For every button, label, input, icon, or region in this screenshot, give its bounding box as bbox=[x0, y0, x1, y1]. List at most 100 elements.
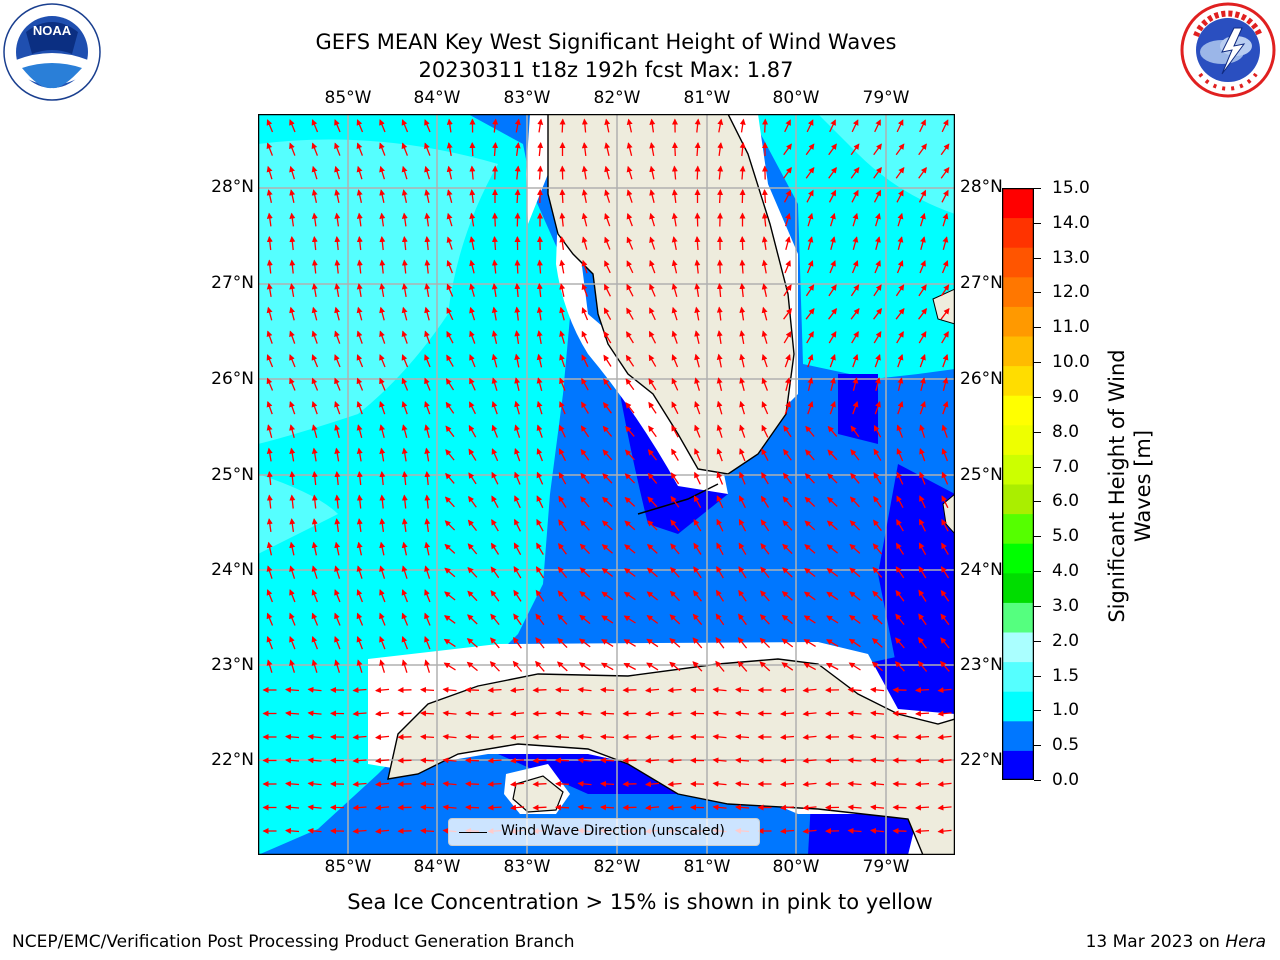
wave-direction-arrow bbox=[739, 330, 746, 345]
wave-direction-arrow bbox=[829, 400, 836, 415]
wave-direction-arrow bbox=[514, 259, 521, 274]
wave-direction-arrow bbox=[760, 566, 770, 579]
lat-label-left: 26°N bbox=[211, 369, 254, 389]
wave-direction-arrow bbox=[289, 589, 296, 603]
wave-direction-arrow bbox=[379, 589, 386, 603]
wave-direction-arrow bbox=[536, 283, 543, 298]
colorbar bbox=[1002, 188, 1034, 780]
wave-direction-arrow bbox=[334, 236, 341, 251]
wave-direction-arrow bbox=[513, 566, 522, 579]
wave-direction-arrow bbox=[803, 591, 816, 601]
wave-direction-arrow bbox=[780, 781, 795, 788]
wave-direction-arrow bbox=[915, 687, 930, 694]
wave-direction-arrow bbox=[420, 827, 435, 834]
wave-direction-arrow bbox=[671, 330, 678, 344]
wave-direction-arrow bbox=[442, 710, 457, 717]
wave-direction-arrow bbox=[491, 377, 498, 391]
wave-direction-arrow bbox=[558, 495, 567, 508]
wave-direction-arrow bbox=[669, 614, 681, 625]
lon-label-top: 85°W bbox=[324, 88, 372, 108]
wave-direction-arrow bbox=[334, 142, 341, 156]
wave-direction-arrow bbox=[671, 283, 678, 297]
wave-direction-arrow bbox=[420, 733, 435, 740]
wave-direction-arrow bbox=[760, 542, 770, 555]
wave-direction-arrow bbox=[356, 377, 364, 391]
wave-direction-arrow bbox=[401, 165, 408, 180]
lon-label-bottom: 82°W bbox=[593, 857, 641, 877]
wave-direction-arrow bbox=[379, 518, 386, 532]
nws-logo bbox=[1180, 2, 1276, 98]
wave-direction-arrow bbox=[356, 165, 363, 180]
wave-direction-arrow bbox=[424, 424, 430, 438]
wave-direction-arrow bbox=[805, 308, 815, 320]
wave-direction-arrow bbox=[739, 400, 746, 415]
wave-direction-arrow bbox=[514, 189, 521, 204]
wave-direction-arrow bbox=[667, 687, 682, 694]
wave-direction-arrow bbox=[735, 757, 750, 764]
lat-label-left: 24°N bbox=[211, 560, 254, 580]
wave-direction-arrow bbox=[379, 659, 386, 673]
colorbar-segment bbox=[1002, 513, 1034, 544]
wave-direction-arrow bbox=[848, 638, 861, 648]
wave-direction-arrow bbox=[468, 424, 477, 438]
wave-direction-arrow bbox=[805, 449, 815, 461]
wave-direction-arrow bbox=[780, 734, 795, 741]
wave-direction-arrow bbox=[603, 331, 612, 344]
wave-direction-arrow bbox=[492, 142, 499, 157]
wave-direction-arrow bbox=[311, 165, 318, 180]
wave-direction-arrow bbox=[514, 495, 521, 509]
wave-direction-arrow bbox=[289, 119, 296, 133]
wave-direction-arrow bbox=[379, 283, 386, 298]
colorbar-tick-mark bbox=[1034, 431, 1041, 433]
wave-direction-arrow bbox=[694, 142, 701, 157]
wave-direction-arrow bbox=[307, 686, 322, 693]
wave-direction-arrow bbox=[826, 615, 839, 624]
wave-direction-arrow bbox=[941, 518, 949, 532]
wave-direction-arrow bbox=[849, 496, 860, 508]
noaa-logo-text: NOAA bbox=[33, 23, 72, 38]
wave-direction-arrow bbox=[559, 236, 566, 250]
colorbar-segment bbox=[1002, 424, 1034, 455]
wave-direction-arrow bbox=[715, 636, 725, 649]
colorbar-tick-mark bbox=[1034, 466, 1041, 468]
wave-direction-arrow bbox=[761, 377, 769, 391]
wave-direction-arrow bbox=[581, 377, 589, 391]
wave-direction-arrow bbox=[375, 804, 390, 811]
wave-direction-arrow bbox=[266, 259, 273, 274]
wave-direction-arrow bbox=[559, 189, 566, 204]
wave-direction-arrow bbox=[491, 424, 499, 438]
wave-direction-arrow bbox=[870, 780, 885, 787]
wave-direction-arrow bbox=[802, 687, 817, 694]
wave-direction-arrow bbox=[626, 236, 634, 250]
wave-direction-arrow bbox=[850, 425, 860, 438]
wave-direction-arrow bbox=[424, 354, 431, 368]
wave-direction-arrow bbox=[559, 283, 566, 297]
wave-direction-arrow bbox=[802, 757, 817, 764]
lon-label-top: 81°W bbox=[683, 88, 731, 108]
wave-direction-arrow bbox=[356, 659, 363, 673]
field-light-west bbox=[258, 139, 498, 444]
wave-direction-arrow bbox=[649, 165, 656, 180]
wave-direction-arrow bbox=[693, 589, 702, 602]
wave-direction-arrow bbox=[307, 710, 322, 717]
colorbar-tick-mark bbox=[1034, 327, 1041, 329]
wave-direction-arrow bbox=[442, 686, 457, 693]
wave-direction-arrow bbox=[467, 566, 478, 578]
colorbar-segment bbox=[1002, 247, 1034, 278]
wave-direction-arrow bbox=[604, 142, 611, 156]
wave-direction-arrow bbox=[870, 686, 885, 693]
wave-direction-arrow bbox=[716, 306, 723, 321]
wave-direction-arrow bbox=[490, 566, 500, 579]
wave-direction-arrow bbox=[289, 612, 296, 626]
wave-direction-arrow bbox=[311, 189, 318, 203]
wave-direction-arrow bbox=[356, 283, 363, 298]
wave-direction-arrow bbox=[670, 543, 680, 555]
wave-direction-arrow bbox=[559, 401, 566, 415]
wave-direction-arrow bbox=[804, 496, 816, 507]
wave-direction-arrow bbox=[626, 260, 634, 274]
wave-direction-arrow bbox=[424, 471, 431, 486]
wave-direction-arrow bbox=[379, 377, 386, 391]
wave-direction-arrow bbox=[514, 471, 521, 485]
wave-direction-arrow bbox=[738, 589, 747, 602]
wave-direction-arrow bbox=[873, 472, 882, 485]
